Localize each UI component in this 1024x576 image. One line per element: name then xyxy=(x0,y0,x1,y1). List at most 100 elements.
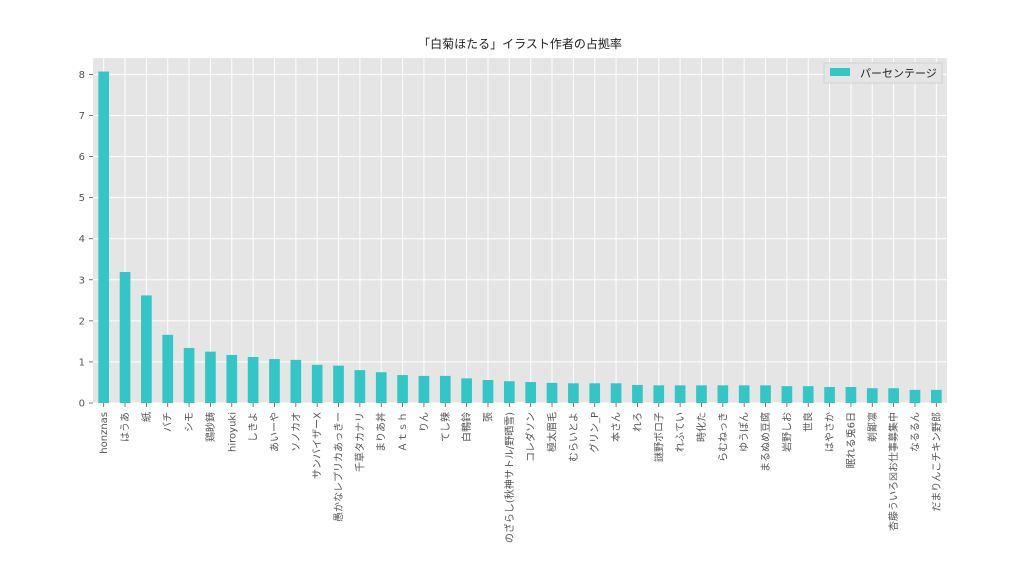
x-tick-label: シモ xyxy=(185,412,196,432)
y-tick-label: 5 xyxy=(79,193,85,204)
bar xyxy=(461,378,472,403)
y-tick-label: 2 xyxy=(79,316,85,327)
bar xyxy=(119,271,131,403)
chart-title: 「白菊ほたる」イラスト作者の占拠率 xyxy=(418,36,622,51)
x-tick-label: 岩野しお xyxy=(780,412,793,452)
bar xyxy=(824,386,835,403)
x-tick-label: ゆうぽん xyxy=(739,412,751,452)
x-tick-label: コレダソン xyxy=(524,412,537,462)
bar xyxy=(162,334,174,403)
y-tick-label: 6 xyxy=(79,152,85,163)
x-tick-label: なるるん xyxy=(909,412,921,452)
x-tick-label: 張 xyxy=(482,412,494,422)
legend[interactable]: パーセンテージ xyxy=(823,62,943,84)
x-tick-label: 杏藤ういろ☒お仕事募集中 xyxy=(887,412,900,531)
x-tick-label: だまりんこチキン野郎 xyxy=(930,412,943,512)
x-tick-label: 謎野ボロ子 xyxy=(653,412,665,462)
legend-swatch xyxy=(830,68,850,76)
x-tick-label: はやさか xyxy=(824,412,836,452)
bar xyxy=(888,388,899,403)
plot-background xyxy=(93,58,947,403)
bar xyxy=(717,385,729,403)
x-tick-label: 千草タカナリ xyxy=(354,412,366,472)
bar xyxy=(802,386,814,403)
bar xyxy=(311,364,323,403)
bar xyxy=(439,375,451,403)
x-tick-label: れろ xyxy=(632,412,644,432)
x-tick-label: むらいとよ xyxy=(568,412,580,462)
y-tick-label: 8 xyxy=(79,70,85,81)
bar xyxy=(653,385,665,403)
y-tick-label: 0 xyxy=(79,399,85,410)
bar xyxy=(845,386,857,403)
bar xyxy=(290,359,302,403)
bar xyxy=(183,347,195,403)
x-tick-label: バチ xyxy=(162,412,174,432)
x-tick-label: ソノカオ xyxy=(290,412,302,452)
x-tick-label: まりあ丼 xyxy=(375,412,388,452)
bar xyxy=(696,385,707,403)
bar xyxy=(632,384,643,403)
x-tick-label: サンバイザーX xyxy=(312,412,324,479)
bar xyxy=(610,383,622,403)
x-tick-label: 白鴨鈴 xyxy=(460,412,473,442)
bar xyxy=(333,365,344,403)
x-tick-label: らむねっき xyxy=(717,412,729,462)
bar xyxy=(247,357,259,403)
y-tick-label: 1 xyxy=(79,357,85,368)
bar xyxy=(568,383,579,403)
bar xyxy=(397,375,408,403)
x-tick-label: hiroyuki xyxy=(227,412,238,452)
legend-label: パーセンテージ xyxy=(860,67,937,80)
bar xyxy=(98,71,110,403)
bar xyxy=(418,375,430,403)
x-tick-label: honznas xyxy=(99,412,110,454)
x-tick-label: 時化た xyxy=(695,412,708,442)
x-tick-label: のざらし(秋神サトル/野晒雪) xyxy=(503,412,516,543)
x-tick-label: てし辣 xyxy=(439,412,452,442)
x-tick-label: 剃鄙凛 xyxy=(866,412,879,442)
x-tick-label: 紙 xyxy=(140,412,153,422)
bar xyxy=(269,359,280,403)
bar xyxy=(525,382,537,403)
y-tick-label: 4 xyxy=(79,234,85,245)
x-tick-label: はうあ xyxy=(120,412,132,442)
bar xyxy=(205,351,216,403)
bar xyxy=(375,372,387,403)
bar xyxy=(674,385,686,403)
x-tick-label: しきよ xyxy=(248,412,260,442)
x-tick-label: れふてい xyxy=(675,412,687,452)
x-tick-label: Ａｔｓｈ xyxy=(397,412,409,452)
bar-series xyxy=(98,71,942,403)
x-tick-label: 愚かなレプリカあっきー xyxy=(333,412,345,522)
bar xyxy=(781,386,793,403)
x-tick-label: 本さん xyxy=(610,412,623,442)
bar xyxy=(503,381,515,403)
bar xyxy=(909,389,921,403)
x-tick-label: まるぬめ豆腐 xyxy=(759,412,772,472)
x-tick-label: あいーや xyxy=(269,412,281,452)
bar xyxy=(866,388,878,403)
grid-lines xyxy=(93,58,947,404)
x-axis: honznas はうあ紙バチ シモ 鶏眇鋳 hiroyuki しきよ あいーや ソノカオ サンバ… xyxy=(99,403,943,543)
bar xyxy=(546,382,558,403)
x-tick-label: グリン_P xyxy=(588,412,601,453)
x-tick-label: 鶏眇鋳 xyxy=(204,412,217,442)
y-axis: 0 1 2 3 4 5 6 7 8 xyxy=(79,70,93,410)
x-tick-label: りん xyxy=(418,412,430,432)
y-tick-label: 7 xyxy=(79,111,85,122)
x-tick-label: 極太眉毛 xyxy=(546,412,559,452)
bar xyxy=(589,383,601,403)
y-tick-label: 3 xyxy=(79,275,85,286)
bar xyxy=(354,370,366,403)
legend-frame xyxy=(823,62,943,84)
bar xyxy=(141,295,152,403)
bar xyxy=(226,354,238,403)
bar xyxy=(738,385,750,403)
bar xyxy=(760,385,771,403)
bar xyxy=(930,389,942,403)
bar xyxy=(482,380,494,403)
x-tick-label: 世良 xyxy=(802,412,815,432)
x-tick-label: 眠れる兎6日 xyxy=(845,412,857,468)
